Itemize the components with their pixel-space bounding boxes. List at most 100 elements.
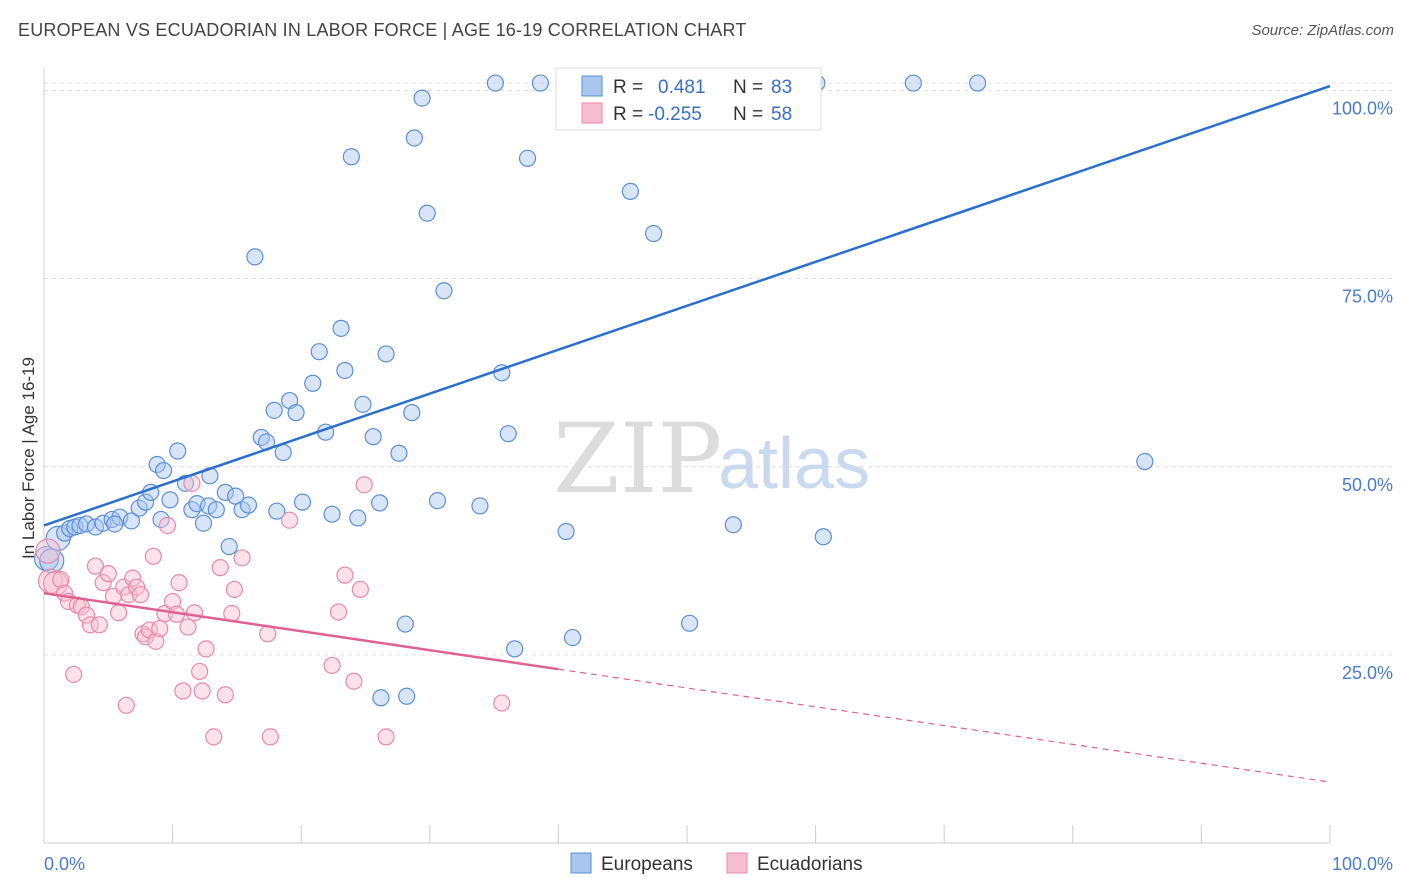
europeans-series-swatch xyxy=(570,852,592,874)
ecuadorians-point xyxy=(205,728,223,746)
ecuadorians-point xyxy=(493,694,511,712)
europeans-point xyxy=(239,496,258,514)
ecuadorians-point xyxy=(355,476,373,494)
ecuadorians-point xyxy=(233,549,251,567)
europeans-point xyxy=(418,204,436,222)
europeans-point xyxy=(154,461,173,480)
europeans-point xyxy=(724,516,742,534)
europeans-point xyxy=(310,343,328,361)
ecuadorians-point xyxy=(185,604,204,622)
europeans-point xyxy=(342,148,360,166)
europeans-point xyxy=(136,493,155,511)
ecuadorians-point xyxy=(117,696,135,714)
europeans-point xyxy=(403,404,421,422)
x-tick-label-min: 0.0% xyxy=(44,854,85,874)
y-tick-label: 50.0% xyxy=(1342,475,1393,495)
ecuadorians-point xyxy=(52,571,70,589)
europeans-point xyxy=(216,483,234,501)
europeans-point xyxy=(371,494,389,512)
ecuadorians-point xyxy=(329,603,348,621)
ecuadorians-point xyxy=(94,574,112,592)
europeans-point xyxy=(904,74,922,92)
europeans-point xyxy=(680,614,699,632)
europeans-point xyxy=(471,497,489,515)
watermark-zip: ZIP xyxy=(553,403,722,515)
grid-lines xyxy=(44,82,1392,656)
ecuadorians-point xyxy=(86,557,105,575)
ecuadorians-point xyxy=(164,592,182,611)
ecuadorians-series-label: Ecuadorians xyxy=(757,854,863,875)
europeans-point xyxy=(621,182,640,200)
ecuadorians-point xyxy=(90,616,108,634)
europeans-point xyxy=(499,425,517,443)
europeans-point xyxy=(220,537,238,556)
ecuadorians-point xyxy=(131,586,150,604)
europeans-point xyxy=(531,74,549,92)
europeans-point xyxy=(814,528,832,546)
europeans-point xyxy=(287,404,305,422)
ecuadorians-point xyxy=(261,728,279,746)
europeans-point xyxy=(293,493,312,511)
series-legend: Europeans Ecuadorians xyxy=(570,852,863,875)
europeans-point xyxy=(398,687,416,705)
trend-lines xyxy=(43,84,1331,783)
ecuadorians-point xyxy=(64,665,83,684)
europeans-point xyxy=(969,74,987,92)
ecuadorians-trend-line-dashed xyxy=(558,668,1331,783)
ecuadorians-point xyxy=(193,682,211,700)
europeans-point xyxy=(377,345,395,363)
ecuadorians-point xyxy=(336,566,354,584)
stats-legend: R = 0.481 N = 83 R = -0.255 N = 58 xyxy=(555,67,822,131)
europeans-point xyxy=(148,455,166,474)
ecuadorians-point xyxy=(211,559,229,577)
europeans-point xyxy=(336,361,354,380)
europeans-point xyxy=(207,501,225,519)
europeans-point xyxy=(506,640,524,658)
ecuadorians-point xyxy=(179,618,197,636)
europeans-legend-swatch xyxy=(581,75,603,97)
europeans-trend-line xyxy=(43,84,1331,527)
ecuadorians-point xyxy=(158,516,177,535)
x-tick-label-max: 100.0% xyxy=(1332,854,1393,874)
x-ticks xyxy=(43,825,1331,843)
ecuadorians-point xyxy=(191,662,209,681)
ecuadorians-point xyxy=(174,682,192,700)
ecuadorians-point xyxy=(81,616,99,634)
ecuadorians-point xyxy=(345,672,363,690)
ecuadorians-point xyxy=(147,632,165,650)
europeans-r-value: 0.481 xyxy=(658,77,706,98)
europeans-point xyxy=(435,282,453,300)
ecuadorians-point xyxy=(351,580,369,599)
europeans-point xyxy=(161,491,179,509)
ecuadorians-point xyxy=(377,728,395,746)
watermark: ZIP atlas xyxy=(553,403,870,515)
ecuadorians-point xyxy=(99,565,117,583)
ecuadorians-point xyxy=(151,619,169,638)
ecuadorians-point xyxy=(124,569,142,587)
europeans-point xyxy=(349,509,367,527)
ecuadorians-point xyxy=(170,574,188,592)
europeans-point xyxy=(396,615,414,633)
europeans-r-label: R = xyxy=(613,77,643,98)
europeans-point xyxy=(518,149,537,167)
europeans-point xyxy=(644,224,663,243)
ecuadorians-point xyxy=(109,604,128,622)
europeans-point xyxy=(405,129,423,147)
ecuadorians-point xyxy=(77,606,96,624)
europeans-point xyxy=(1136,452,1154,471)
europeans-point xyxy=(354,395,372,413)
europeans-point xyxy=(130,499,148,517)
europeans-point xyxy=(390,444,408,462)
europeans-point xyxy=(304,374,322,392)
europeans-point xyxy=(428,492,447,510)
ecuadorians-trend-line xyxy=(43,591,559,671)
europeans-points xyxy=(33,74,1154,707)
europeans-point xyxy=(169,442,187,460)
europeans-point xyxy=(194,514,213,532)
y-axis-title: In Labor Force | Age 16-19 xyxy=(19,357,38,559)
watermark-atlas: atlas xyxy=(718,424,870,504)
europeans-point xyxy=(77,515,96,533)
ecuadorians-r-value: -0.255 xyxy=(648,104,702,125)
chart-source: Source: ZipAtlas.com xyxy=(1251,22,1394,39)
y-tick-label: 75.0% xyxy=(1342,287,1393,307)
